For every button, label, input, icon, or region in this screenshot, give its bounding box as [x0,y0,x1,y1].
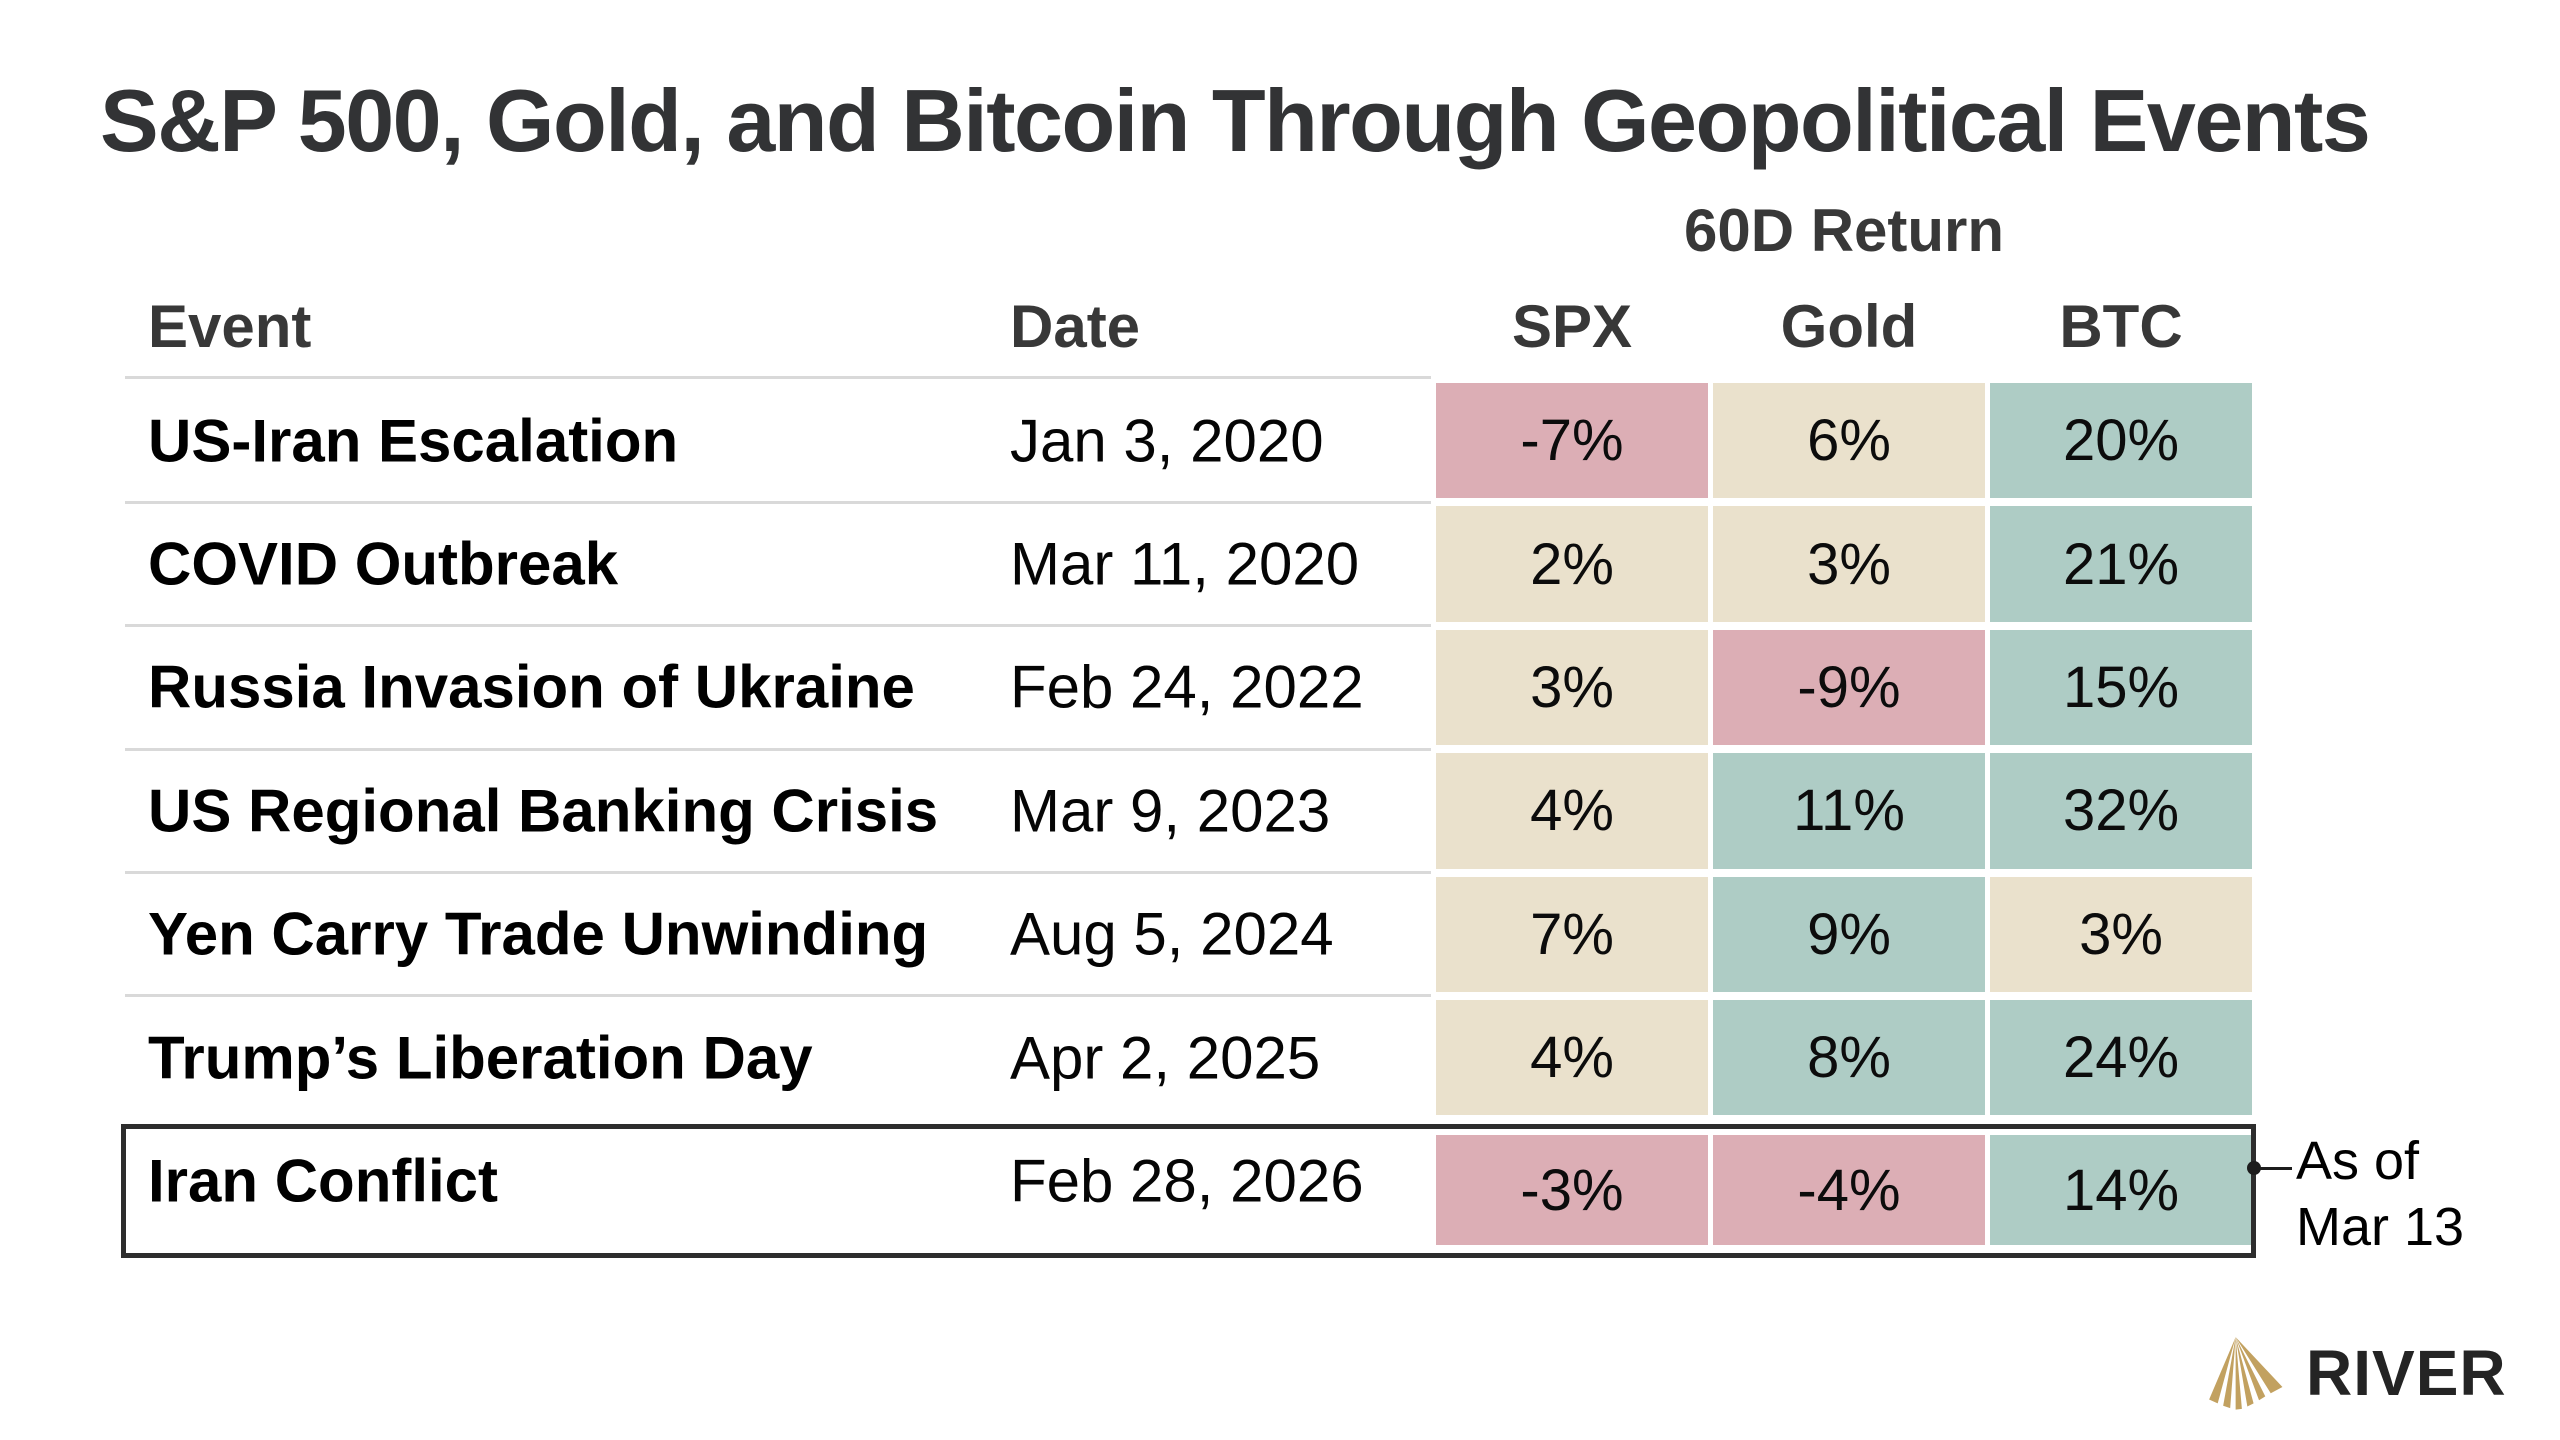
spx-return-cell: -3% [1436,1135,1708,1246]
event-date: Mar 9, 2023 [1010,777,1331,845]
page-title: S&P 500, Gold, and Bitcoin Through Geopo… [100,71,2371,170]
spx-return-cell: 4% [1436,999,1708,1116]
row-divider [125,871,1431,875]
event-name: Trump’s Liberation Day [148,1024,813,1092]
event-name: Russia Invasion of Ukraine [148,653,915,721]
table-row: Yen Carry Trade Unwinding Aug 5, 2024 7% 9%… [125,873,2256,998]
gold-return-cell: 8% [1713,999,1985,1116]
row-divider [125,500,1431,504]
spx-return-cell: 7% [1436,876,1708,992]
row-divider [125,747,1431,751]
annotation-line-1: As of [2296,1131,2420,1191]
callout-dot [2247,1161,2261,1175]
spx-return-cell: -7% [1436,383,1708,499]
event-name: Yen Carry Trade Unwinding [148,900,929,968]
table-row: US-Iran Escalation Jan 3, 2020 -7% 6% 20% [125,379,2256,504]
event-name: US Regional Banking Crisis [148,777,939,845]
header-divider [125,376,1431,379]
spx-return-cell: 3% [1436,629,1708,746]
gold-return-cell: 3% [1713,506,1985,622]
event-date: Feb 24, 2022 [1010,653,1364,721]
btc-return-cell: 21% [1990,506,2252,622]
column-header-spx: SPX [1511,293,1633,360]
gold-return-cell: 9% [1713,876,1985,992]
spx-return-cell: 4% [1436,753,1708,869]
gold-return-cell: 6% [1713,383,1985,499]
river-rays-icon [2209,1337,2283,1410]
as-of-annotation: As of Mar 13 [2296,1128,2464,1260]
btc-return-cell: 32% [1990,753,2252,869]
btc-return-cell: 20% [1990,383,2252,499]
btc-return-cell: 24% [1990,999,2252,1116]
event-date: Mar 11, 2020 [1010,530,1360,598]
table-row: Russia Invasion of Ukraine Feb 24, 2022 3%… [125,626,2256,751]
table-row: US Regional Banking Crisis Mar 9, 2023 4% 1… [125,749,2256,875]
btc-return-cell: 15% [1990,629,2252,746]
btc-return-cell: 14% [1990,1135,2252,1246]
column-header-gold: Gold [1780,293,1918,360]
callout-line [2258,1166,2292,1170]
row-divider [125,624,1431,628]
river-logo: RIVER [2206,1334,2507,1412]
table-row: COVID Outbreak Mar 11, 2020 2% 3% 21% [125,502,2256,628]
event-name: Iran Conflict [148,1147,499,1215]
table-row: Iran Conflict Feb 28, 2026 -3% -4% 14% [125,1119,2256,1246]
column-header-event: Event [148,293,312,360]
gold-return-cell: -9% [1713,629,1985,746]
gold-return-cell: 11% [1713,753,1985,869]
events-table: US-Iran Escalation Jan 3, 2020 -7% 6% 20% COV… [125,379,2256,1246]
event-date: Apr 2, 2025 [1010,1024,1321,1092]
spx-return-cell: 2% [1436,506,1708,622]
table-row: Trump’s Liberation Day Apr 2, 2025 4% 8% 24% [125,996,2256,1119]
btc-return-cell: 3% [1990,876,2252,992]
row-divider [125,994,1431,998]
event-name: US-Iran Escalation [148,407,679,475]
event-date: Aug 5, 2024 [1010,900,1334,968]
event-name: COVID Outbreak [148,530,619,598]
group-header-60d-return: 60D Return [1683,197,2005,264]
annotation-line-2: Mar 13 [2296,1197,2465,1257]
gold-return-cell: -4% [1713,1135,1985,1246]
river-wordmark: RIVER [2306,1337,2507,1409]
event-date: Jan 3, 2020 [1010,407,1324,475]
event-date: Feb 28, 2026 [1010,1147,1364,1215]
column-header-date: Date [1010,293,1141,360]
column-header-btc: BTC [2059,293,2183,360]
